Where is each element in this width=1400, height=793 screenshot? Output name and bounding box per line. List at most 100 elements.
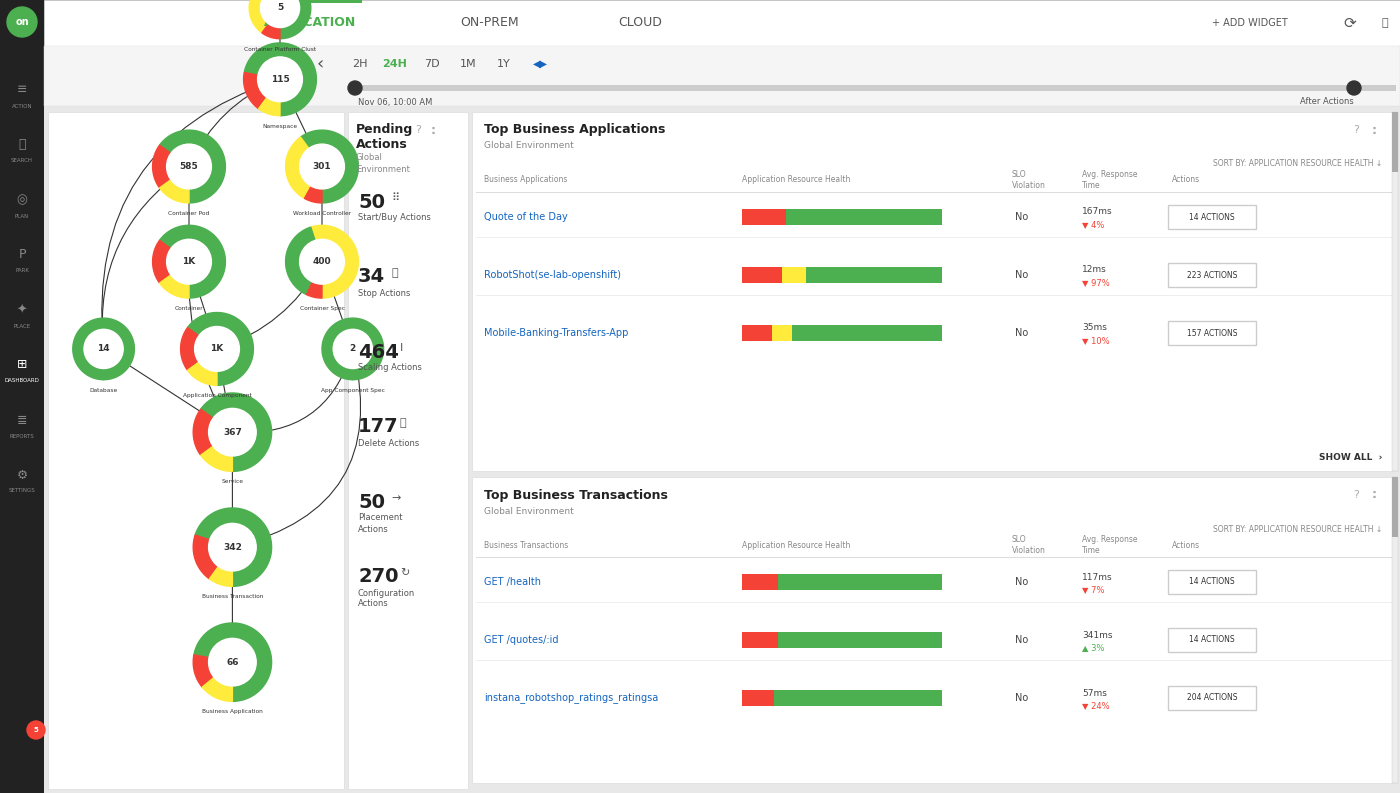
Text: 342: 342 — [223, 542, 242, 552]
Text: I: I — [400, 343, 403, 353]
Polygon shape — [200, 446, 232, 471]
Text: Pending: Pending — [356, 124, 413, 136]
Text: ?: ? — [1352, 490, 1359, 500]
Text: 367: 367 — [223, 427, 242, 437]
FancyBboxPatch shape — [43, 46, 1400, 106]
FancyBboxPatch shape — [350, 85, 1396, 91]
FancyBboxPatch shape — [742, 267, 783, 283]
Text: Actions: Actions — [358, 524, 389, 534]
FancyBboxPatch shape — [0, 0, 43, 793]
Polygon shape — [286, 137, 311, 198]
Text: Actions: Actions — [1172, 175, 1200, 185]
Text: 12ms: 12ms — [1082, 266, 1107, 274]
Text: DASHBOARD: DASHBOARD — [4, 378, 39, 384]
FancyBboxPatch shape — [43, 106, 1400, 793]
FancyBboxPatch shape — [1392, 477, 1399, 537]
FancyBboxPatch shape — [258, 0, 363, 3]
Text: on: on — [15, 17, 29, 27]
Text: 157 ACTIONS: 157 ACTIONS — [1187, 328, 1238, 338]
Text: 270: 270 — [358, 568, 399, 587]
Text: 177: 177 — [358, 417, 399, 436]
Text: ACTION: ACTION — [11, 104, 32, 109]
Circle shape — [209, 408, 256, 456]
Text: 117ms: 117ms — [1082, 573, 1113, 581]
Text: 50: 50 — [358, 492, 385, 511]
Circle shape — [260, 0, 300, 28]
FancyBboxPatch shape — [43, 0, 1400, 46]
Polygon shape — [160, 275, 189, 298]
Polygon shape — [259, 98, 280, 116]
FancyBboxPatch shape — [742, 209, 785, 225]
Text: Mobile-Banking-Transfers-App: Mobile-Banking-Transfers-App — [484, 328, 629, 338]
Polygon shape — [195, 508, 272, 586]
Polygon shape — [160, 130, 225, 203]
Text: Quote of the Day: Quote of the Day — [484, 212, 568, 222]
Text: 1K: 1K — [210, 344, 224, 354]
Text: Business Transaction: Business Transaction — [202, 595, 263, 600]
Circle shape — [300, 144, 344, 189]
Polygon shape — [153, 145, 171, 188]
Text: :: : — [1372, 124, 1376, 136]
Text: 5: 5 — [34, 727, 38, 733]
FancyBboxPatch shape — [476, 192, 1392, 193]
Text: 204 ACTIONS: 204 ACTIONS — [1187, 694, 1238, 703]
Text: 167ms: 167ms — [1082, 208, 1113, 216]
Polygon shape — [193, 655, 214, 688]
FancyBboxPatch shape — [742, 325, 771, 341]
Text: Business Application: Business Application — [202, 710, 263, 714]
Polygon shape — [210, 566, 232, 586]
FancyBboxPatch shape — [783, 267, 806, 283]
Polygon shape — [307, 282, 322, 298]
Text: After Actions: After Actions — [1301, 98, 1354, 106]
Polygon shape — [286, 227, 315, 295]
FancyBboxPatch shape — [742, 574, 778, 590]
Text: 1K: 1K — [182, 257, 196, 266]
Text: 66: 66 — [227, 657, 238, 667]
Polygon shape — [200, 393, 272, 471]
Text: ⟳: ⟳ — [1344, 16, 1357, 30]
Text: ↻: ↻ — [400, 568, 409, 578]
Text: Service: Service — [221, 480, 244, 485]
Text: 14 ACTIONS: 14 ACTIONS — [1189, 577, 1235, 587]
FancyBboxPatch shape — [785, 209, 942, 225]
Text: Delete Actions: Delete Actions — [358, 439, 419, 447]
Polygon shape — [188, 362, 217, 385]
Text: SORT BY: APPLICATION RESOURCE HEALTH ↓: SORT BY: APPLICATION RESOURCE HEALTH ↓ — [1212, 159, 1382, 168]
Circle shape — [167, 144, 211, 189]
Text: No: No — [1015, 577, 1029, 587]
Text: ‹: ‹ — [316, 55, 323, 73]
Text: 1M: 1M — [459, 59, 476, 69]
Text: REPORTS: REPORTS — [10, 434, 35, 439]
Text: 14 ACTIONS: 14 ACTIONS — [1189, 213, 1235, 221]
Polygon shape — [160, 225, 225, 298]
FancyBboxPatch shape — [472, 477, 1396, 783]
Text: Actions: Actions — [358, 600, 389, 608]
Text: ?: ? — [1352, 125, 1359, 135]
Polygon shape — [73, 318, 134, 380]
Polygon shape — [249, 0, 269, 33]
FancyBboxPatch shape — [778, 632, 942, 648]
Text: No: No — [1015, 270, 1029, 280]
FancyBboxPatch shape — [48, 112, 344, 789]
Text: 2H: 2H — [353, 59, 368, 69]
FancyBboxPatch shape — [476, 557, 1392, 558]
Polygon shape — [304, 186, 322, 203]
Text: PARK: PARK — [15, 269, 29, 274]
Text: ≡: ≡ — [17, 83, 27, 97]
FancyBboxPatch shape — [774, 690, 942, 706]
Polygon shape — [311, 225, 358, 298]
Text: Placement: Placement — [358, 514, 403, 523]
Text: Container Pod: Container Pod — [168, 211, 210, 216]
FancyBboxPatch shape — [1168, 263, 1256, 287]
Text: ⚙: ⚙ — [17, 469, 28, 481]
Text: Nov 06, 10:00 AM: Nov 06, 10:00 AM — [358, 98, 433, 106]
Text: No: No — [1015, 212, 1029, 222]
Polygon shape — [322, 318, 384, 380]
Text: :: : — [431, 124, 435, 136]
Circle shape — [7, 7, 36, 37]
FancyBboxPatch shape — [778, 574, 942, 590]
Text: PLAN: PLAN — [15, 213, 29, 219]
Circle shape — [1347, 81, 1361, 95]
Text: Top Business Applications: Top Business Applications — [484, 124, 665, 136]
Text: instana_robotshop_ratings_ratingsa: instana_robotshop_ratings_ratingsa — [484, 692, 658, 703]
